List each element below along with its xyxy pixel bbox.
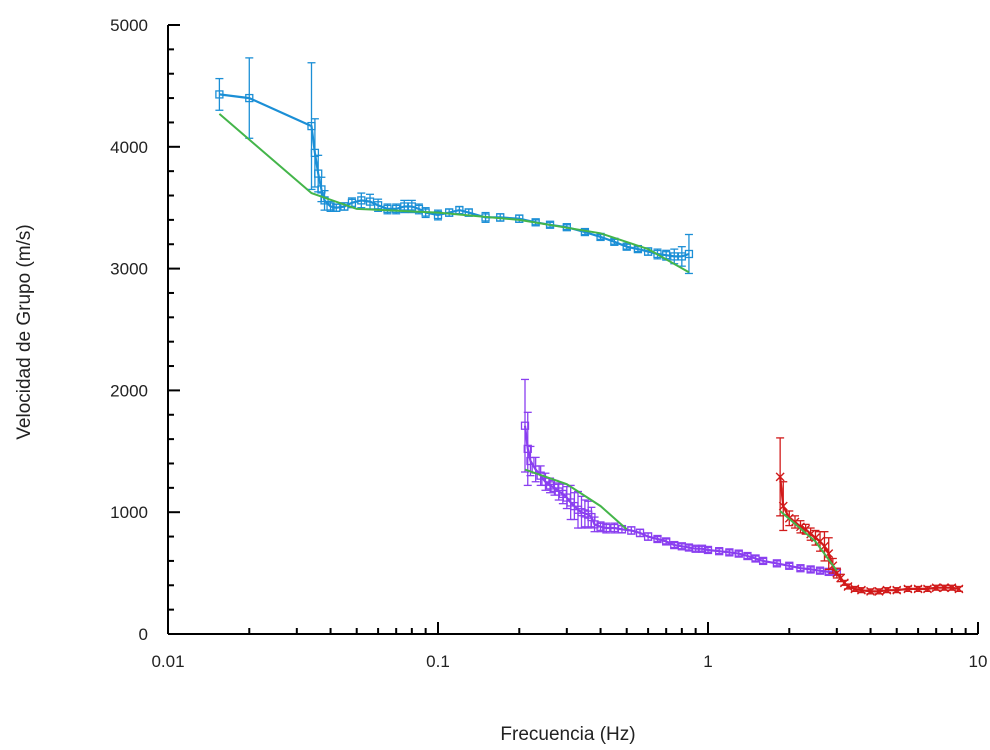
data-point bbox=[913, 584, 923, 594]
data-point bbox=[836, 573, 846, 583]
y-tick-label: 1000 bbox=[110, 503, 148, 522]
data-point bbox=[922, 584, 932, 594]
data-point bbox=[697, 544, 707, 553]
data-point bbox=[307, 121, 316, 131]
data-point bbox=[357, 196, 366, 205]
data-point bbox=[954, 584, 964, 594]
series-line bbox=[779, 510, 838, 572]
data-point bbox=[545, 481, 555, 490]
data-point bbox=[523, 444, 532, 454]
data-point bbox=[326, 202, 335, 211]
data-point bbox=[684, 249, 694, 259]
y-tick-label: 3000 bbox=[110, 260, 148, 279]
y-tick-label: 2000 bbox=[110, 381, 148, 400]
data-point bbox=[622, 242, 631, 251]
data-point bbox=[433, 210, 443, 220]
data-point bbox=[662, 537, 671, 546]
data-point bbox=[775, 472, 785, 482]
data-point bbox=[317, 185, 326, 194]
x-tick-label: 0.1 bbox=[426, 652, 450, 671]
data-point bbox=[866, 586, 876, 596]
data-point bbox=[947, 583, 957, 593]
data-point bbox=[743, 551, 752, 561]
data-point bbox=[856, 585, 866, 595]
data-point bbox=[806, 565, 815, 574]
x-axis-title: Frecuencia (Hz) bbox=[500, 724, 635, 745]
data-point bbox=[931, 583, 941, 593]
data-point bbox=[703, 545, 713, 555]
data-point bbox=[734, 549, 743, 558]
data-point bbox=[215, 90, 224, 99]
series-1 bbox=[520, 378, 841, 577]
axes: 0 1000 2000 3000 4000 5000 0.01 0.1 1 10 bbox=[110, 16, 987, 671]
data-point bbox=[245, 93, 254, 103]
data-point bbox=[903, 584, 913, 594]
y-tick-label: 0 bbox=[139, 625, 148, 644]
plot-area bbox=[215, 57, 964, 596]
data-point bbox=[832, 568, 842, 578]
data-point bbox=[795, 522, 805, 532]
data-point bbox=[939, 583, 949, 593]
data-point bbox=[715, 547, 724, 556]
data-point bbox=[596, 522, 605, 531]
series-line bbox=[218, 113, 690, 274]
data-point bbox=[772, 559, 782, 568]
data-point bbox=[635, 528, 645, 538]
data-point bbox=[806, 529, 816, 539]
data-point bbox=[653, 249, 662, 259]
x-tick-label: 1 bbox=[703, 652, 712, 671]
data-point bbox=[815, 566, 825, 575]
data-point bbox=[882, 585, 892, 595]
data-point bbox=[843, 582, 853, 591]
data-point bbox=[314, 169, 323, 178]
data-point bbox=[653, 534, 662, 544]
y-axis-title: Velocidad de Grupo (m/s) bbox=[14, 224, 35, 439]
data-point bbox=[526, 456, 535, 466]
data-point bbox=[590, 520, 599, 529]
series-5 bbox=[779, 510, 838, 572]
y-tick-label: 4000 bbox=[110, 138, 148, 157]
x-tick-label: 0.01 bbox=[151, 652, 184, 671]
data-point bbox=[874, 586, 884, 596]
series-2 bbox=[775, 437, 964, 596]
data-point bbox=[643, 532, 653, 541]
data-point bbox=[365, 197, 375, 206]
y-tick-label: 5000 bbox=[110, 16, 148, 35]
data-point bbox=[778, 501, 788, 511]
data-point bbox=[392, 204, 401, 214]
data-point bbox=[520, 421, 530, 430]
data-point bbox=[796, 564, 805, 573]
series-3 bbox=[218, 113, 690, 274]
data-point bbox=[383, 204, 392, 214]
data-point bbox=[691, 544, 700, 553]
data-point bbox=[627, 526, 636, 535]
series-4 bbox=[524, 468, 628, 531]
data-point bbox=[785, 561, 794, 570]
data-point bbox=[332, 203, 341, 212]
data-point bbox=[602, 523, 611, 533]
data-point bbox=[373, 201, 383, 210]
data-point bbox=[758, 556, 768, 566]
series-line bbox=[524, 468, 628, 531]
x-tick-label: 10 bbox=[969, 652, 988, 671]
data-point bbox=[310, 148, 320, 158]
data-point bbox=[892, 585, 902, 595]
data-point bbox=[725, 548, 734, 557]
